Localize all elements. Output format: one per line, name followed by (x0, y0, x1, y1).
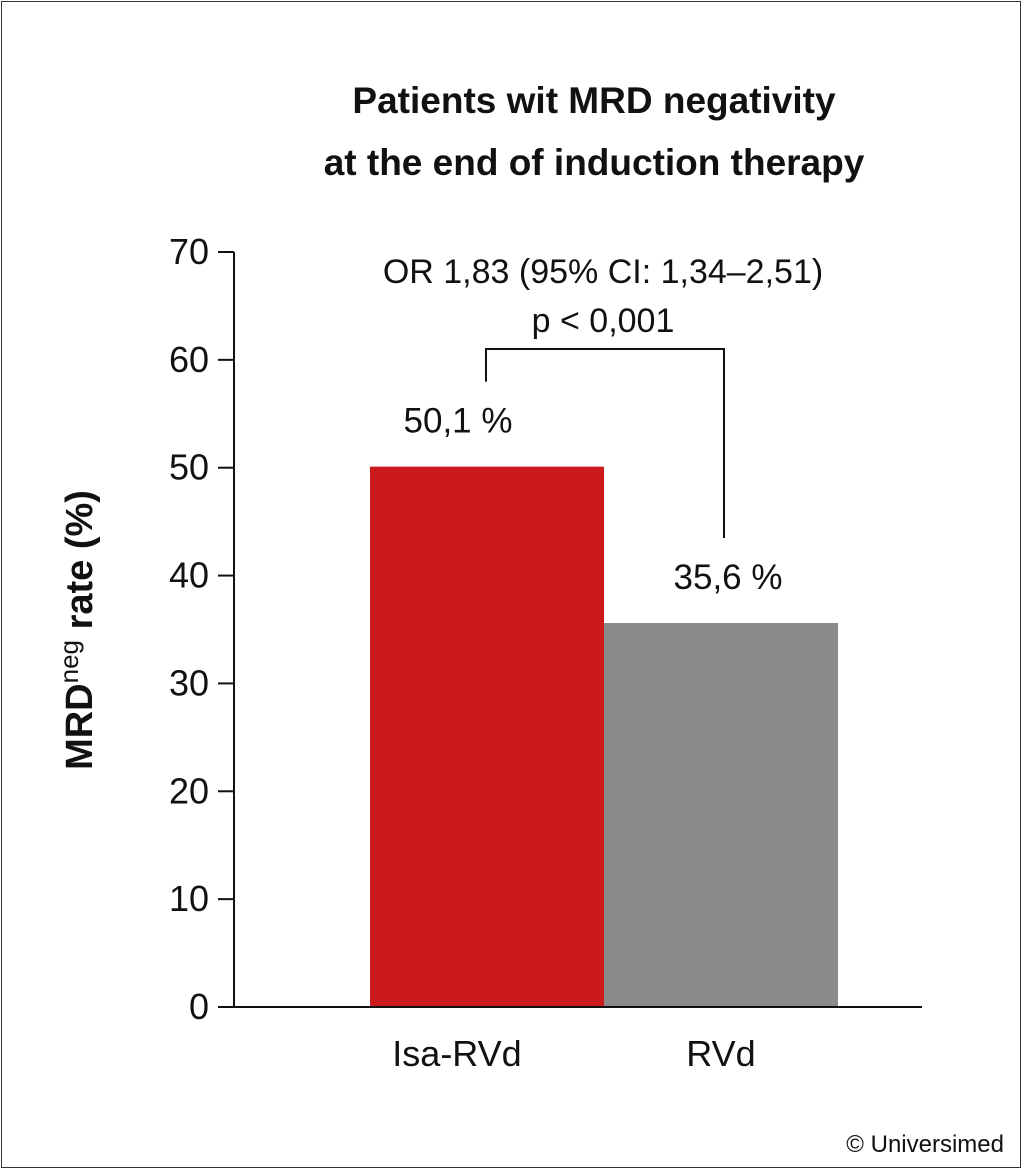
y-tick-label: 40 (169, 555, 209, 596)
chart-title-line-1: Patients wit MRD negativity (352, 80, 836, 121)
y-tick-label: 50 (169, 447, 209, 488)
y-tick-label: 0 (189, 986, 209, 1027)
copyright-notice: © Universimed (846, 1131, 1004, 1158)
bar-value-labels: 50,1 % 35,6 % (404, 402, 783, 597)
bar-isa-rvd (370, 466, 604, 1007)
bar-value-label: 50,1 % (404, 402, 513, 441)
y-axis-label: MRDneg rate (%) (54, 490, 101, 770)
odds-ratio-annotation: OR 1,83 (95% CI: 1,34–2,51) (383, 253, 823, 291)
y-axis-label-superscript: neg (54, 640, 84, 683)
significance-bracket (485, 348, 725, 539)
category-label: Isa-RVd (392, 1033, 521, 1074)
bar-value-label: 35,6 % (674, 558, 783, 597)
x-axis-category-labels: Isa-RVd RVd (392, 1033, 755, 1074)
y-tick-label: 20 (169, 770, 209, 811)
y-axis-ticks: 0 10 20 30 40 50 60 70 (169, 231, 234, 1027)
y-tick-label: 60 (169, 339, 209, 380)
chart-title-line-2: at the end of induction therapy (324, 142, 865, 183)
bars (370, 466, 838, 1007)
y-axis-label-main: MRD (59, 683, 101, 770)
y-tick-label: 70 (169, 231, 209, 272)
category-label: RVd (686, 1033, 755, 1074)
p-value-annotation: p < 0,001 (532, 302, 675, 340)
y-axis-label-rest: rate (%) (59, 490, 101, 640)
bar-rvd (604, 623, 838, 1007)
y-tick-label: 10 (169, 878, 209, 919)
y-tick-label: 30 (169, 662, 209, 703)
